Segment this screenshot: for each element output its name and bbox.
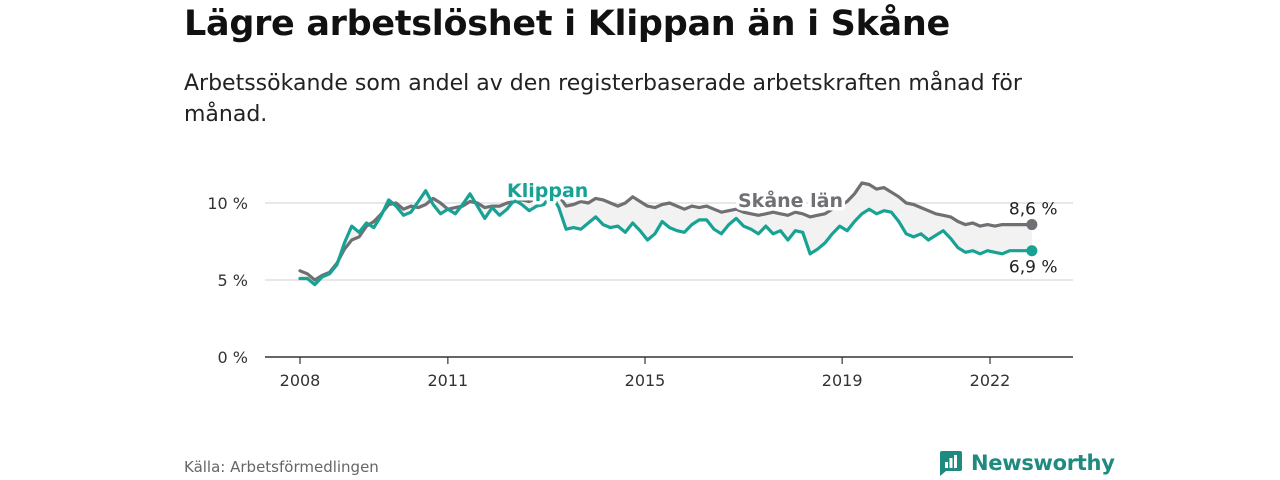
y-tick-label: 10 % bbox=[207, 194, 248, 213]
x-axis: 2008 2011 2015 2019 2022 bbox=[265, 356, 1073, 390]
series-label-klippan: Klippan bbox=[507, 180, 588, 202]
gap-fill bbox=[300, 183, 1032, 285]
newsworthy-logo: Newsworthy bbox=[937, 449, 1115, 477]
y-tick-label: 0 % bbox=[218, 348, 248, 367]
series-line-klippan bbox=[298, 189, 1034, 287]
newsworthy-icon bbox=[940, 451, 962, 476]
x-tick-label: 2011 bbox=[427, 371, 468, 390]
x-tick-label: 2015 bbox=[625, 371, 666, 390]
end-label-klippan: 6,9 % bbox=[1009, 258, 1058, 278]
end-point-klippan bbox=[1026, 245, 1038, 257]
y-tick-label: 5 % bbox=[218, 271, 248, 290]
series-labels: 8,6 % 6,9 % Klippan Skåne län bbox=[504, 177, 1058, 278]
series-label-skane: Skåne län bbox=[738, 188, 843, 212]
gap-area bbox=[300, 183, 1032, 285]
x-tick-label: 2008 bbox=[280, 371, 321, 390]
x-tick-label: 2019 bbox=[822, 371, 863, 390]
source-note: Källa: Arbetsförmedlingen bbox=[184, 458, 379, 476]
end-point-skane bbox=[1026, 219, 1038, 231]
brand-name: Newsworthy bbox=[971, 451, 1115, 475]
x-tick-label: 2022 bbox=[970, 371, 1011, 390]
series-line-skane bbox=[298, 181, 1034, 282]
end-label-skane: 8,6 % bbox=[1009, 200, 1058, 220]
chart-title: Lägre arbetslöshet i Klippan än i Skåne bbox=[184, 4, 950, 44]
chart-subtitle: Arbetssökande som andel av den registerb… bbox=[184, 71, 1022, 127]
series-lines bbox=[298, 181, 1038, 287]
